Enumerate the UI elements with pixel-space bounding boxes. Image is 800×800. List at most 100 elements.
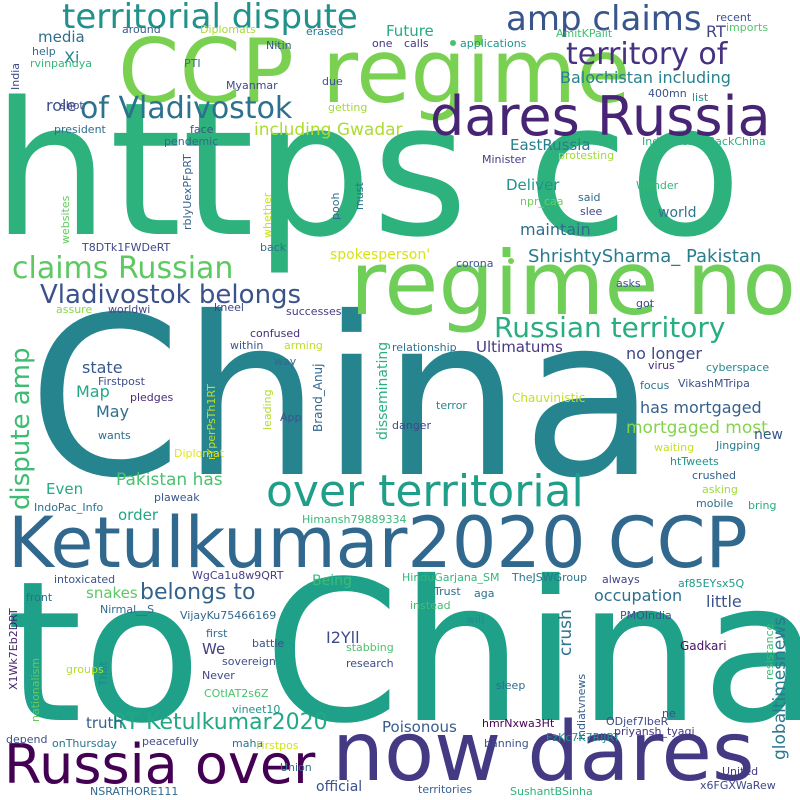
cloud-word: Russia over [4, 733, 316, 796]
cloud-word: little [706, 592, 742, 611]
cloud-word: hmrNxwa3Ht [482, 717, 555, 730]
cloud-word: Brand_Anuj [311, 363, 325, 433]
cloud-word: territory of [566, 37, 728, 72]
cloud-word: of Vladivostok [80, 91, 293, 126]
cloud-word: Minister [482, 153, 526, 166]
cloud-word: AmitKPalit [556, 27, 613, 40]
cloud-word: x6FGXWaRew [700, 779, 776, 792]
cloud-word: af85EYsx5Q [678, 577, 745, 590]
cloud-word: IndoPac_Info [34, 501, 104, 514]
cloud-word: amp claims [506, 0, 702, 39]
cloud-word: maintain [520, 220, 591, 239]
cloud-word: depend [6, 733, 48, 746]
cloud-word: China [28, 270, 657, 526]
cloud-word: back [260, 241, 287, 254]
cloud-word: territories [418, 783, 473, 796]
cloud-word: Pakistan has [116, 470, 223, 490]
cloud-word: banning [484, 737, 529, 750]
cloud-word: cyberspace [706, 361, 770, 374]
cloud-word: has mortgaged [640, 398, 762, 417]
cloud-word: worldwi [108, 303, 151, 316]
cloud-word: over territorial [266, 466, 584, 517]
cloud-word: including Gwadar [254, 120, 403, 140]
cloud-word: Poisonous [382, 718, 457, 736]
cloud-word: aga [474, 587, 495, 600]
cloud-word: intoxicated [54, 573, 116, 586]
cloud-word: erased [306, 25, 344, 38]
cloud-word: T8DTk1FWDeRT [82, 241, 171, 254]
cloud-word: stabbing [346, 641, 394, 654]
cloud-word: May [96, 402, 130, 421]
cloud-word: Wonder [636, 179, 679, 192]
cloud-word: Vladivostok belongs [40, 280, 302, 310]
cloud-word: no longer [626, 344, 702, 363]
cloud-word: whether [261, 192, 274, 238]
cloud-word: Ultimatums [476, 338, 563, 356]
cloud-word: spokesperson' [330, 247, 431, 263]
cloud-word: around [122, 23, 161, 36]
cloud-word: Map [76, 382, 110, 401]
cloud-word: htTweets [670, 455, 719, 468]
cloud-word: VijayKu75466169 [180, 609, 277, 622]
cloud-word: WgCa1u8w9QRT [192, 569, 284, 582]
cloud-word: shot [60, 99, 84, 112]
cloud-word: slee [580, 205, 603, 218]
cloud-word: priyansh_tyagi_ [614, 725, 701, 738]
cloud-word: npr_caa [520, 195, 564, 208]
cloud-word: X1Wk7Eb2DRT [7, 608, 20, 690]
cloud-word: order [118, 506, 158, 524]
cloud-word: to China [6, 539, 800, 766]
cloud-word: calls [404, 37, 429, 50]
cloud-word: SushantBSinha [510, 785, 593, 798]
cloud-word: always [602, 573, 640, 586]
cloud-word: Diplomat [174, 447, 225, 460]
cloud-word: Being [312, 573, 352, 589]
cloud-word: Union [280, 761, 312, 774]
cloud-word: new [754, 427, 783, 443]
cloud-word: EastRussia [510, 136, 591, 154]
cloud-word: Firstpost [98, 375, 145, 388]
cloud-word: danger [392, 419, 431, 432]
cloud-word: said [578, 191, 601, 204]
cloud-word: App [280, 411, 302, 424]
cloud-word: Russian territory [494, 311, 726, 344]
cloud-word: confused [250, 327, 301, 340]
dot-mark [450, 40, 456, 46]
cloud-word: Even [46, 480, 84, 498]
cloud-word: battle [252, 637, 285, 650]
cloud-word: Nitin [266, 39, 292, 52]
cloud-word: claims Russian [12, 251, 234, 286]
cloud-word: 400mn [648, 87, 687, 100]
cloud-word: crushed [692, 469, 736, 482]
cloud-word: now dares [332, 705, 755, 800]
cloud-word: ODjef7lbeR [606, 715, 669, 728]
cloud-word: virus [648, 359, 675, 372]
cloud-word: front [26, 591, 53, 604]
cloud-word: terror [436, 399, 467, 412]
cloud-word: regime now [350, 232, 800, 335]
cloud-word: president [54, 123, 106, 136]
cloud-word: TheJSWGroup [512, 571, 588, 584]
cloud-word: first [206, 627, 228, 640]
cloud-word: Ketulkumar2020 CCP [8, 502, 748, 584]
cloud-word: waiting [654, 441, 695, 454]
cloud-word: pledges [130, 391, 174, 404]
cloud-word: nationalism [29, 657, 42, 722]
cloud-word: assure [56, 303, 93, 316]
cloud-word: Future [386, 22, 434, 40]
cloud-word: asking [702, 483, 738, 496]
cloud-word: belongs to [140, 580, 256, 605]
cloud-word: FzKc7K7RiJRT [546, 731, 621, 744]
cloud-word: must [353, 182, 366, 210]
cloud-word: COtIAT2s6Z [204, 687, 269, 700]
cloud-word: due [322, 75, 343, 88]
cloud-word: one [372, 37, 393, 50]
cloud-word: https co [0, 62, 742, 278]
cloud-word: RT [706, 22, 726, 41]
cloud-word: role [46, 96, 77, 115]
cloud-word: Gadkari [680, 639, 727, 653]
cloud-word: Chauvinistic [512, 391, 586, 405]
cloud-word: Never [202, 669, 235, 682]
cloud-word: corona [456, 257, 494, 270]
